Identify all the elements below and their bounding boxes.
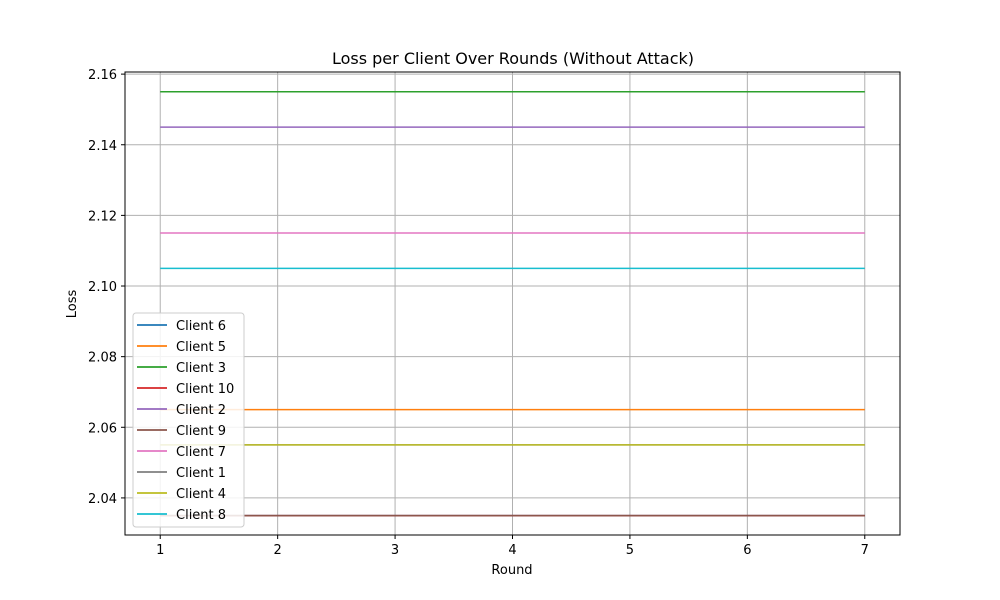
y-tick-label: 2.08 xyxy=(88,351,117,366)
x-tick-label: 3 xyxy=(391,543,399,558)
legend: Client 6 Client 5 Client 3 Client 10 Client … xyxy=(132,312,245,528)
y-tick-label: 2.10 xyxy=(88,280,117,295)
legend-entry: Client 7 xyxy=(176,445,226,460)
x-tick-label: 5 xyxy=(626,543,634,558)
legend-entry: Client 6 xyxy=(176,319,226,334)
x-tick-label: 4 xyxy=(508,543,516,558)
y-tick-label: 2.16 xyxy=(88,68,117,83)
x-axis-label: Round xyxy=(491,563,532,578)
legend-entry: Client 4 xyxy=(176,487,226,502)
legend-entry: Client 8 xyxy=(176,508,226,523)
y-axis-label: Loss xyxy=(65,290,80,319)
legend-entry: Client 1 xyxy=(176,466,226,481)
x-axis-ticks: 1 2 3 4 5 6 7 xyxy=(156,535,869,558)
y-tick-label: 2.04 xyxy=(88,492,117,507)
x-tick-label: 2 xyxy=(274,543,282,558)
grid xyxy=(125,72,900,535)
x-tick-label: 1 xyxy=(156,543,164,558)
series-lines xyxy=(160,91,865,517)
x-tick-label: 6 xyxy=(743,543,751,558)
legend-entry: Client 5 xyxy=(176,340,226,355)
legend-entry: Client 3 xyxy=(176,361,226,376)
legend-entry: Client 10 xyxy=(176,382,234,397)
legend-entry: Client 9 xyxy=(176,424,226,439)
x-tick-label: 7 xyxy=(861,543,869,558)
legend-entry: Client 2 xyxy=(176,403,226,418)
y-tick-label: 2.12 xyxy=(88,209,117,224)
y-tick-label: 2.14 xyxy=(88,139,117,154)
y-tick-label: 2.06 xyxy=(88,421,117,436)
y-axis-ticks: 2.04 2.06 2.08 2.10 2.12 2.14 2.16 xyxy=(88,68,125,507)
chart-title: Loss per Client Over Rounds (Without Att… xyxy=(332,49,694,68)
